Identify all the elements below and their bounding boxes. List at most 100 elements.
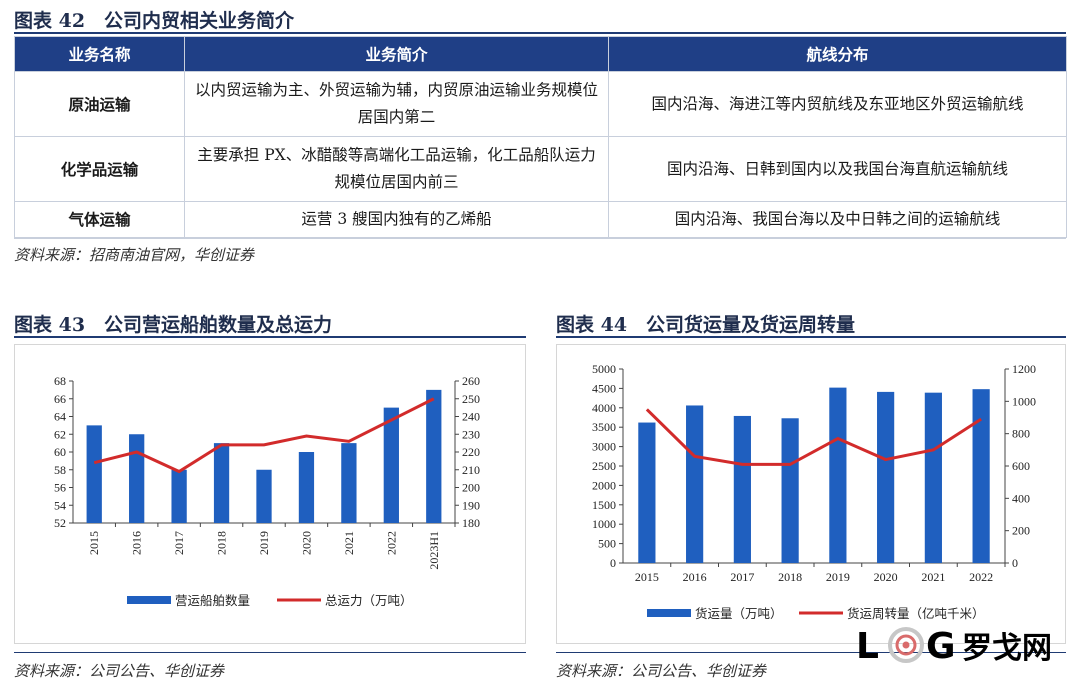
legend-bar-swatch xyxy=(127,596,171,604)
watermark-target-icon xyxy=(888,627,924,663)
cargo-volume-chart: 0500100015002000250030003500400045005000… xyxy=(592,362,1036,621)
y-tick-label-left: 62 xyxy=(54,427,66,441)
y-tick-label-left: 1500 xyxy=(592,498,616,512)
y-tick-label-right: 260 xyxy=(462,374,480,388)
fig43-chart-frame: 52 54 56 58 60 62 64 66 68 180 190 200 210 220 230 240 2… xyxy=(14,344,526,644)
fig42-bottom-rule xyxy=(14,238,1066,239)
y-tick-label-right: 190 xyxy=(462,498,480,512)
bar xyxy=(298,452,315,523)
y-tick-label-left: 68 xyxy=(54,374,66,388)
y-tick-label-left: 3000 xyxy=(592,440,616,454)
y-tick-label-right: 220 xyxy=(462,445,480,459)
legend-bar-label: 营运船舶数量 xyxy=(175,593,250,608)
table-row: 化学品运输 主要承担 PX、冰醋酸等高端化工品运输，化工品船队运力规模位居国内前… xyxy=(14,136,1067,202)
y-tick-label-left: 2500 xyxy=(592,459,616,473)
x-tick-label: 2016 xyxy=(130,531,144,555)
x-tick-label: 2021 xyxy=(921,570,945,584)
y-tick-label-right: 240 xyxy=(462,410,480,424)
y-tick-label-right: 230 xyxy=(462,427,480,441)
table-row: 气体运输 运营 3 艘国内独有的乙烯船 国内沿海、我国台海以及中日韩之间的运输航… xyxy=(14,201,1067,238)
y-tick-label-left: 4000 xyxy=(592,401,616,415)
legend-bar-label: 货运量（万吨） xyxy=(695,606,783,621)
y-tick-label-right: 800 xyxy=(1012,427,1030,441)
y-tick-label-right: 210 xyxy=(462,463,480,477)
y-tick-label-right: 400 xyxy=(1012,491,1030,505)
bar xyxy=(213,443,230,523)
row-intro: 以内贸运输为主、外贸运输为辅，内贸原油运输业务规模位居国内第二 xyxy=(184,71,609,137)
y-tick-label-right: 1000 xyxy=(1012,394,1036,408)
bar xyxy=(829,387,847,563)
bar xyxy=(341,443,357,523)
fig43-source: 资料来源：公司公告、华创证券 xyxy=(14,662,225,680)
bar xyxy=(686,405,704,563)
fig42-title: 图表 42 公司内贸相关业务简介 xyxy=(14,10,295,32)
fig43-bottom-rule xyxy=(14,652,526,653)
y-tick-label-left: 500 xyxy=(598,537,616,551)
bar xyxy=(972,389,990,563)
bar xyxy=(256,469,272,523)
y-tick-label-left: 1000 xyxy=(592,517,616,531)
watermark-logo: L G 罗戈网 xyxy=(856,622,1068,667)
header-business-name: 业务名称 xyxy=(14,36,185,72)
y-tick-label-left: 60 xyxy=(54,445,66,459)
business-table: 业务名称 业务简介 航线分布 原油运输 以内贸运输为主、外贸运输为辅，内贸原油运… xyxy=(14,36,1067,238)
row-name: 原油运输 xyxy=(14,71,185,137)
row-routes: 国内沿海、我国台海以及中日韩之间的运输航线 xyxy=(608,201,1067,238)
x-tick-label: 2021 xyxy=(342,531,356,555)
fig44-bottom-rule xyxy=(556,652,1066,653)
legend-line-label: 货运周转量（亿吨千米） xyxy=(847,606,985,621)
table-header-row: 业务名称 业务简介 航线分布 xyxy=(14,36,1067,72)
x-tick-label: 2022 xyxy=(969,570,993,584)
bar xyxy=(86,425,102,523)
y-tick-label-left: 56 xyxy=(54,481,66,495)
y-tick-label-left: 0 xyxy=(610,556,616,570)
table-row: 原油运输 以内贸运输为主、外贸运输为辅，内贸原油运输业务规模位居国内第二 国内沿… xyxy=(14,71,1067,137)
header-route-distribution: 航线分布 xyxy=(608,36,1067,72)
bar xyxy=(129,434,145,523)
y-tick-label-left: 2000 xyxy=(592,478,616,492)
x-tick-label: 2023H1 xyxy=(427,531,441,570)
y-tick-label-right: 250 xyxy=(462,392,480,406)
y-tick-label-right: 1200 xyxy=(1012,362,1036,376)
y-tick-label-left: 52 xyxy=(54,516,66,530)
watermark-cn: 罗戈网 xyxy=(962,631,1052,666)
bar xyxy=(924,392,942,563)
y-tick-label-left: 4500 xyxy=(592,381,616,395)
y-tick-label-right: 200 xyxy=(462,481,480,495)
bar xyxy=(781,418,799,563)
y-tick-label-left: 5000 xyxy=(592,362,616,376)
row-name: 气体运输 xyxy=(14,201,185,238)
y-tick-label-right: 200 xyxy=(1012,524,1030,538)
row-name: 化学品运输 xyxy=(14,136,185,202)
fig44-title-rule xyxy=(556,336,1066,338)
row-routes: 国内沿海、日韩到国内以及我国台海直航运输航线 xyxy=(608,136,1067,202)
x-tick-label: 2019 xyxy=(257,531,271,555)
bar xyxy=(426,389,442,523)
fig44-source: 资料来源：公司公告、华创证券 xyxy=(556,662,767,680)
row-routes: 国内沿海、海进江等内贸航线及东亚地区外贸运输航线 xyxy=(608,71,1067,137)
fig43-title-rule xyxy=(14,336,526,338)
x-tick-label: 2020 xyxy=(874,570,898,584)
bar xyxy=(383,407,399,523)
y-tick-label-left: 3500 xyxy=(592,420,616,434)
fig42-title-rule xyxy=(14,32,1066,34)
row-intro: 主要承担 PX、冰醋酸等高端化工品运输，化工品船队运力规模位居国内前三 xyxy=(184,136,609,202)
y-tick-label-right: 180 xyxy=(462,516,480,530)
x-tick-label: 2018 xyxy=(215,531,229,555)
y-tick-label-left: 64 xyxy=(54,410,66,424)
y-tick-label-right: 600 xyxy=(1012,459,1030,473)
x-tick-label: 2019 xyxy=(826,570,850,584)
row-intro: 运营 3 艘国内独有的乙烯船 xyxy=(184,201,609,238)
watermark-letter-l: L xyxy=(856,626,880,666)
x-tick-label: 2015 xyxy=(635,570,659,584)
fleet-capacity-chart: 52 54 56 58 60 62 64 66 68 180 190 200 210 220 230 240 2… xyxy=(54,374,480,608)
x-tick-label: 2020 xyxy=(299,531,313,555)
y-tick-label-right: 0 xyxy=(1012,556,1018,570)
bar xyxy=(877,391,895,563)
bar xyxy=(171,469,187,523)
y-tick-label-left: 66 xyxy=(54,392,66,406)
x-tick-label: 2018 xyxy=(778,570,802,584)
bar xyxy=(733,415,751,563)
x-tick-label: 2015 xyxy=(87,531,101,555)
fig44-chart-frame: 0 500 1000 1500 2000 2500 3000 3500 4000 4500 5000… xyxy=(556,344,1066,644)
